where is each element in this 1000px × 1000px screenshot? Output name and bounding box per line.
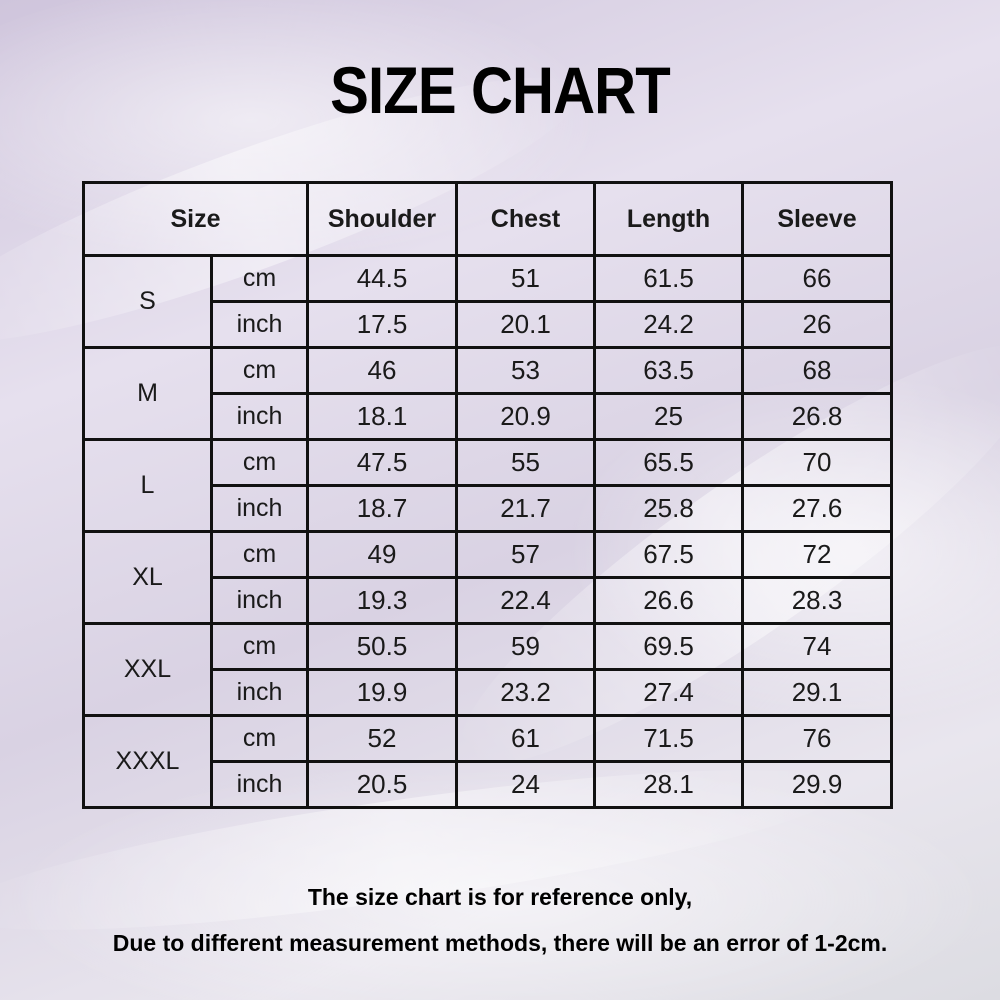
page-title: SIZE CHART <box>330 53 671 127</box>
measurement-cell: 71.5 <box>593 714 744 763</box>
measurement-cell: 50.5 <box>306 622 458 671</box>
measurement-cell: 18.7 <box>306 484 458 533</box>
measurement-cell: 61.5 <box>593 254 744 303</box>
measurement-cell: 53 <box>455 346 596 395</box>
header-chest: Chest <box>455 181 596 257</box>
header-sleeve: Sleeve <box>741 181 893 257</box>
unit-label: inch <box>210 484 309 533</box>
measurement-cell: 67.5 <box>593 530 744 579</box>
measurement-cell: 19.9 <box>306 668 458 717</box>
measurement-cell: 21.7 <box>455 484 596 533</box>
measurement-cell: 29.1 <box>741 668 893 717</box>
measurement-cell: 72 <box>741 530 893 579</box>
measurement-cell: 28.3 <box>741 576 893 625</box>
measurement-cell: 20.5 <box>306 760 458 809</box>
unit-label: cm <box>210 254 309 303</box>
unit-label: cm <box>210 438 309 487</box>
table-row: XL cm 49 57 67.5 72 <box>82 530 893 625</box>
measurement-cell: 25 <box>593 392 744 441</box>
measurement-cell: 25.8 <box>593 484 744 533</box>
measurement-cell: 28.1 <box>593 760 744 809</box>
measurement-cell: 68 <box>741 346 893 395</box>
table-row: inch 18.1 20.9 25 26.8 <box>84 392 893 441</box>
measurement-cell: 63.5 <box>593 346 744 395</box>
measurement-cell: 20.1 <box>455 300 596 349</box>
measurement-cell: 52 <box>306 714 458 763</box>
table-row: inch 19.3 22.4 26.6 28.3 <box>84 576 893 625</box>
reference-note: The size chart is for reference only, <box>307 884 693 910</box>
measurement-cell: 70 <box>741 438 893 487</box>
header-row: Size Shoulder Chest Length Sleeve <box>82 181 893 257</box>
header-length: Length <box>593 181 744 257</box>
measurement-cell: 27.6 <box>741 484 893 533</box>
unit-label: inch <box>210 392 309 441</box>
table-row: inch 18.7 21.7 25.8 27.6 <box>84 484 893 533</box>
measurement-cell: 55 <box>455 438 596 487</box>
measurement-cell: 20.9 <box>455 392 596 441</box>
unit-label: cm <box>210 714 309 763</box>
measurement-cell: 65.5 <box>593 438 744 487</box>
measurement-cell: 23.2 <box>455 668 596 717</box>
measurement-cell: 49 <box>306 530 458 579</box>
measurement-cell: 76 <box>741 714 893 763</box>
measurement-cell: 18.1 <box>306 392 458 441</box>
unit-label: inch <box>210 300 309 349</box>
size-label: S <box>82 254 213 349</box>
measurement-cell: 66 <box>741 254 893 303</box>
unit-label: inch <box>210 760 309 809</box>
measurement-cell: 51 <box>455 254 596 303</box>
unit-label: inch <box>210 668 309 717</box>
measurement-cell: 26.6 <box>593 576 744 625</box>
measurement-cell: 46 <box>306 346 458 395</box>
measurement-cell: 74 <box>741 622 893 671</box>
measurement-cell: 57 <box>455 530 596 579</box>
header-shoulder: Shoulder <box>306 181 458 257</box>
measurement-cell: 19.3 <box>306 576 458 625</box>
measurement-cell: 24 <box>455 760 596 809</box>
error-note: Due to different measurement methods, th… <box>112 930 888 956</box>
size-label: M <box>82 346 213 441</box>
table-row: inch 19.9 23.2 27.4 29.1 <box>84 668 893 717</box>
unit-label: inch <box>210 576 309 625</box>
measurement-cell: 61 <box>455 714 596 763</box>
table-row: XXL cm 50.5 59 69.5 74 <box>82 622 893 717</box>
measurement-cell: 59 <box>455 622 596 671</box>
table-row: XXXL cm 52 61 71.5 76 <box>82 714 893 809</box>
size-label: L <box>82 438 213 533</box>
size-label: XL <box>82 530 213 625</box>
measurement-cell: 26.8 <box>741 392 893 441</box>
table-row: inch 17.5 20.1 24.2 26 <box>84 300 893 349</box>
measurement-cell: 17.5 <box>306 300 458 349</box>
unit-label: cm <box>210 530 309 579</box>
table-row: inch 20.5 24 28.1 29.9 <box>84 760 893 809</box>
size-label: XXL <box>82 622 213 717</box>
header-size: Size <box>82 181 309 257</box>
measurement-cell: 29.9 <box>741 760 893 809</box>
measurement-cell: 27.4 <box>593 668 744 717</box>
unit-label: cm <box>210 346 309 395</box>
measurement-cell: 44.5 <box>306 254 458 303</box>
unit-label: cm <box>210 622 309 671</box>
measurement-cell: 22.4 <box>455 576 596 625</box>
size-label: XXXL <box>82 714 213 809</box>
measurement-cell: 24.2 <box>593 300 744 349</box>
measurement-cell: 26 <box>741 300 893 349</box>
measurement-cell: 69.5 <box>593 622 744 671</box>
measurement-cell: 47.5 <box>306 438 458 487</box>
